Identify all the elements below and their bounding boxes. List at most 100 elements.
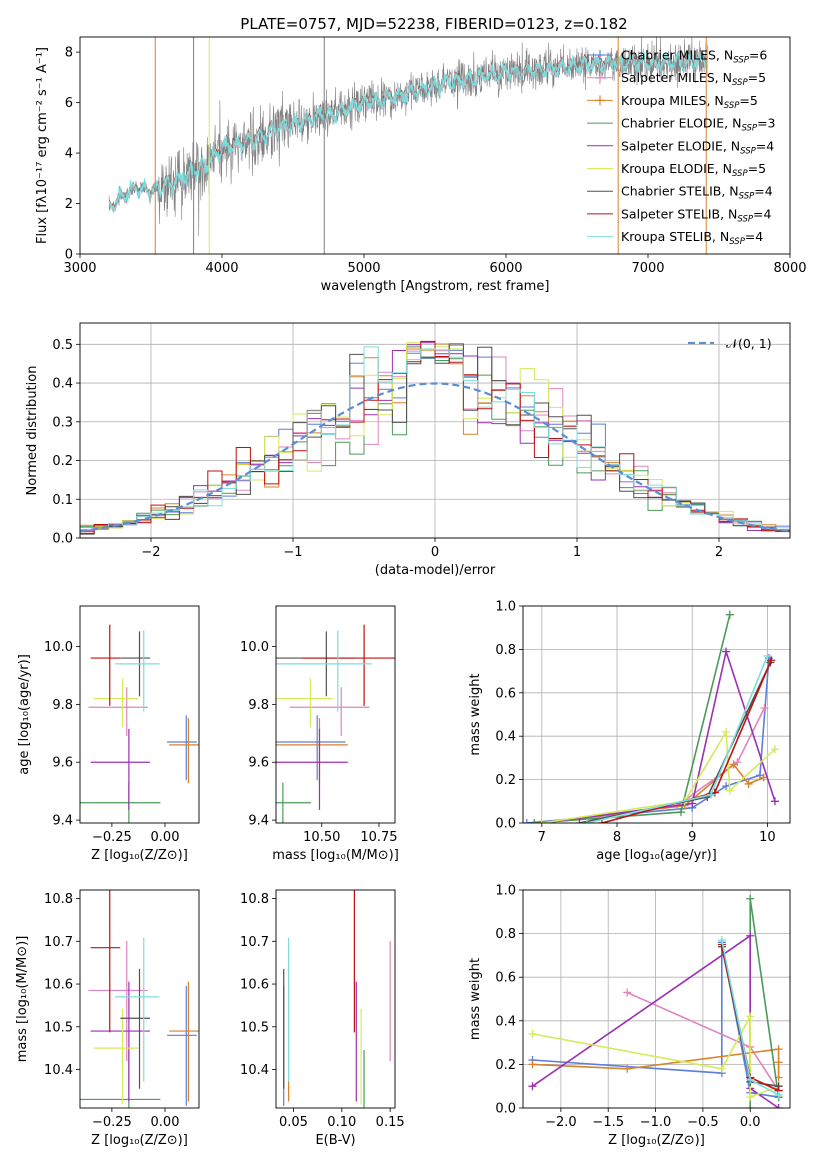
x-axis-label: E(B-V) [315,1133,355,1148]
weight-marker [763,651,772,660]
weight-marker [528,1082,537,1091]
y-tick-label: 10.0 [240,640,269,655]
weight-marker [746,1104,755,1108]
y-tick-label: 0.5 [52,338,73,353]
x-tick-label: −2 [141,545,160,560]
x-tick-label: −0.5 [687,1115,719,1130]
weight-marker [722,727,731,736]
y-tick-label: 8 [65,46,73,61]
weight-marker [537,819,546,823]
z-mass-frame [79,889,200,1109]
y-axis-label: mass weight [468,958,483,1040]
legend-label-count: =4 [756,138,774,153]
axes-mass-age: 10.50 10.75 9.4 9.6 9.8 10.0 mass [log₁₀(M/M⊙)… [240,640,399,863]
ebv-mass-frame [275,889,396,1109]
legend-label: Salpeter MILES, NSSP=5 [621,70,766,88]
y-tick-label: 10.4 [240,1063,269,1078]
y-axis-label: mass [log₁₀(M/M⊙)] [15,936,30,1063]
y-tick-label: 10.8 [240,892,269,907]
weight-marker [722,647,731,656]
y-tick-label: 1.0 [495,600,516,615]
weight-marker [729,760,738,769]
weight-marker [582,819,591,823]
weight-marker [717,936,726,945]
x-tick-label: 8 [613,830,621,845]
y-tick-label: 2 [65,197,73,212]
normal-curve [80,382,790,533]
legend-label-subscript: SSP [732,169,748,179]
legend-label-count: =4 [754,184,772,199]
y-tick-label: 0.2 [52,454,73,469]
x-tick-label: −1 [283,545,302,560]
legend-label-count: =5 [748,70,766,85]
weight-marker [746,1093,755,1102]
weight-marker [530,819,539,823]
panels: 3000 4000 5000 6000 7000 8000 0 2 4 6 8 wavelength … [15,36,807,1148]
x-tick-label: 10.75 [360,830,397,845]
legend-label-count: =3 [757,116,775,131]
y-tick-label: 9.6 [248,756,269,771]
weight-marker [774,1090,783,1099]
legend-label-subscript: SSP [737,214,753,224]
x-tick-label: 0.15 [376,1115,405,1130]
legend-label-count: =4 [753,206,771,221]
y-tick-label: 0.6 [495,971,516,986]
weight-marker [774,1058,783,1067]
y-tick-label: 0.4 [495,1014,516,1029]
legend-label-text: Salpeter ELODIE, N [621,138,740,153]
y-tick-label: 9.8 [248,698,269,713]
weight-marker [623,988,632,997]
weight-marker [707,790,716,799]
x-tick-label: 2 [715,545,723,560]
axes-spectrum: 3000 4000 5000 6000 7000 8000 0 2 4 6 8 wavelength … [35,46,807,294]
x-axis-label: age [log₁₀(age/yr)] [596,848,717,863]
legend-label-subscript: SSP [729,237,745,247]
y-tick-label: 10.7 [240,935,269,950]
weight-marker [770,797,779,806]
weight-line [541,648,776,823]
y-tick-label: 10.0 [44,640,73,655]
legend-label-text: Chabrier MILES, N [621,48,733,63]
z-age-frame [79,605,200,824]
y-tick-label: 0.0 [495,817,516,832]
x-tick-label: 0.05 [279,1115,308,1130]
axes-z-age: −0.25 0.00 9.4 9.6 9.8 10.0 Z [log₁₀(Z/Z⊙)] age… [17,640,188,863]
y-tick-label: 10.6 [240,978,269,993]
weight-marker [770,745,779,754]
y-tick-label: 10.5 [240,1020,269,1035]
figure-title: PLATE=0757, MJD=52238, FIBERID=0123, z=0… [240,15,627,33]
x-tick-label: −0.25 [92,830,132,845]
legend-label-text: Kroupa ELODIE, N [621,161,732,176]
weight-marker [746,894,755,903]
weight-marker [725,786,734,795]
y-tick-label: 0.1 [52,493,73,508]
y-tick-label: 10.8 [44,892,73,907]
y-axis-label: Normed distribution [25,366,40,496]
y-tick-label: 0.2 [495,773,516,788]
x-tick-label: 7 [538,830,546,845]
weight-marker [774,1104,783,1108]
x-axis-label: wavelength [Angstrom, rest frame] [321,279,550,294]
x-tick-label: 0.00 [151,1115,180,1130]
residual-histogram [80,346,790,538]
weight-marker [759,773,768,782]
y-tick-label: 9.4 [248,814,269,829]
legend-label: Kroupa MILES, NSSP=5 [621,93,758,111]
x-tick-label: 0.10 [327,1115,356,1130]
y-tick-label: 0.0 [495,1102,516,1117]
y-tick-label: 4 [65,147,73,162]
y-axis-label: mass weight [468,673,483,755]
legend-label-text: Kroupa STELIB, N [621,229,729,244]
y-tick-label: 9.6 [52,756,73,771]
axes-ebv-mass: 0.05 0.10 0.15 10.4 10.5 10.6 10.7 10.8 E(B-V) [240,892,405,1148]
x-tick-label: 8000 [773,261,806,276]
x-tick-label: 6000 [489,261,522,276]
y-tick-label: 10.5 [44,1020,73,1035]
y-tick-label: 0.6 [495,686,516,701]
weight-line [579,662,772,823]
x-tick-label: 5000 [347,261,380,276]
legend-label-text: Chabrier STELIB, N [621,184,739,199]
legend-label-count: =5 [739,93,757,108]
